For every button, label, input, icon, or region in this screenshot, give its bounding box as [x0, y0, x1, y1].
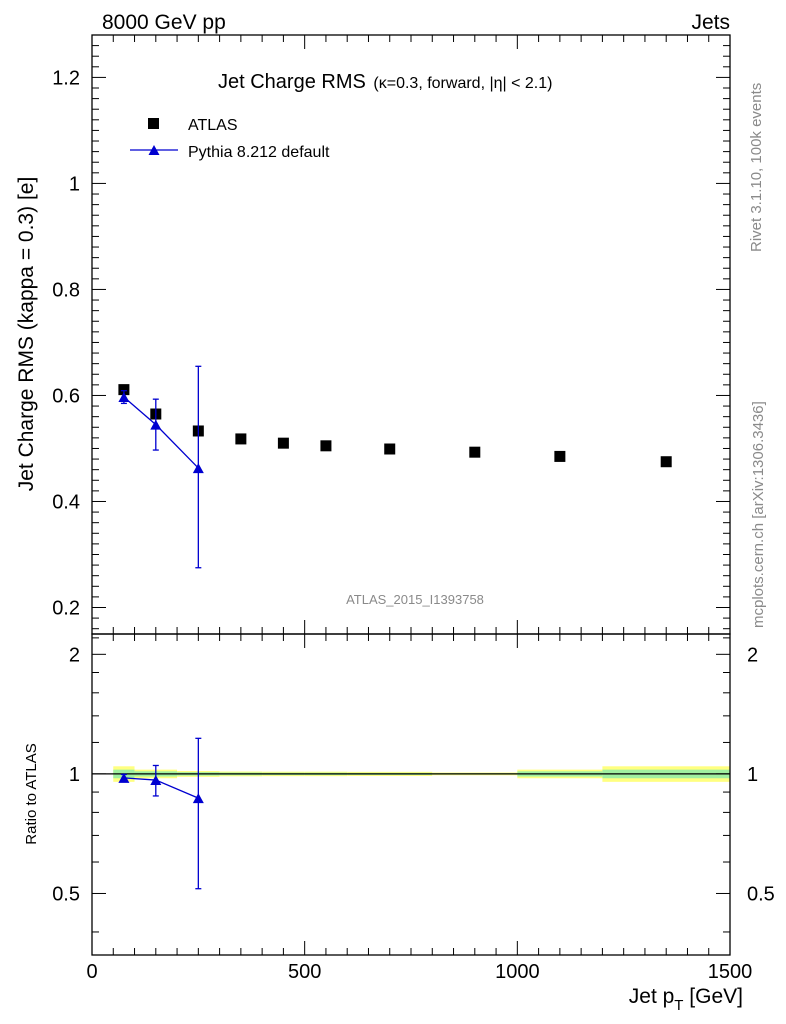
- side-label-source: mcplots.cern.ch [arXiv:1306.3436]: [750, 401, 767, 628]
- ratio-ytick-label: 2: [69, 644, 80, 666]
- ratio-pythia-point: [150, 775, 162, 786]
- atlas-point: [384, 443, 396, 455]
- ratio-xlabel: Jet pT [GeV]: [629, 985, 743, 1014]
- pythia-point: [192, 463, 204, 474]
- ratio-xlabel-text: Jet pT [GeV]: [629, 985, 743, 1014]
- atlas-point: [469, 446, 481, 458]
- ratio-xlabel-subscript: T: [674, 997, 683, 1014]
- legend-pythia-label: Pythia 8.212 default: [188, 144, 330, 161]
- main-ytick-label: 0.6: [52, 385, 80, 407]
- pythia-line: [123, 396, 199, 469]
- atlas-point: [554, 450, 566, 462]
- main-ytick-label: 0.2: [52, 597, 80, 619]
- main-ytick-label: 1: [69, 173, 80, 195]
- legend-pythia-marker: [148, 145, 160, 155]
- atlas-point: [235, 433, 247, 445]
- ratio-xlabel-part: Jet p: [629, 985, 675, 1008]
- ratio-ytick-label: 1: [69, 764, 80, 786]
- main-ylabel: Jet Charge RMS (kappa = 0.3) [e]: [15, 177, 38, 492]
- atlas-point: [277, 437, 289, 449]
- header-left: 8000 GeV pp: [102, 11, 226, 34]
- ratio-ytick-label: 0.5: [52, 883, 80, 905]
- main-title-text: Jet Charge RMS: [218, 71, 366, 93]
- atlas-point: [660, 456, 672, 468]
- ratio-pythia-point: [118, 772, 130, 783]
- main-ytick-label: 0.8: [52, 279, 80, 301]
- ratio-xtick-label: 1000: [495, 961, 540, 983]
- pythia-point: [150, 419, 162, 430]
- ratio-ytick-label-right: 1: [747, 764, 758, 786]
- ratio-ytick-label-right: 2: [747, 644, 758, 666]
- ratio-pythia-line: [123, 777, 199, 799]
- main-title-suffix: (κ=0.3, forward, |η| < 2.1): [373, 75, 552, 92]
- ratio-xtick-label: 1500: [708, 961, 753, 983]
- pythia-point: [118, 392, 130, 403]
- side-label-rivet: Rivet 3.1.10, 100k events: [748, 83, 765, 252]
- main-panel: 0.2 0.4 0.6 0.8 1 1.2 Jet Charge RMS (κ=0.3, …: [15, 34, 731, 635]
- watermark: ATLAS_2015_I1393758: [346, 592, 484, 607]
- main-title: Jet Charge RMS (κ=0.3, forward, |η| < 2.…: [218, 71, 552, 93]
- atlas-point: [320, 440, 332, 452]
- legend-atlas-marker: [148, 118, 159, 129]
- main-ytick-label: 1.2: [52, 67, 80, 89]
- atlas-point: [118, 384, 130, 396]
- ratio-xtick-label: 500: [288, 961, 321, 983]
- legend: ATLAS Pythia 8.212 default: [130, 117, 330, 161]
- ratio-ytick-label-right: 0.5: [747, 883, 775, 905]
- ratio-panel: 0.5 0.5 1 1 2 2 0 500 1000 1500 Ratio to ATLAS Je…: [23, 633, 775, 1014]
- ratio-xtick-label: 0: [86, 961, 97, 983]
- ratio-pythia-point: [192, 793, 204, 804]
- ratio-xlabel-unit: [GeV]: [683, 985, 743, 1008]
- header-right: Jets: [691, 11, 730, 34]
- legend-atlas-label: ATLAS: [188, 117, 238, 134]
- ratio-ylabel: Ratio to ATLAS: [23, 743, 40, 844]
- ratio-frame: [91, 633, 731, 956]
- main-ytick-label: 0.4: [52, 491, 80, 513]
